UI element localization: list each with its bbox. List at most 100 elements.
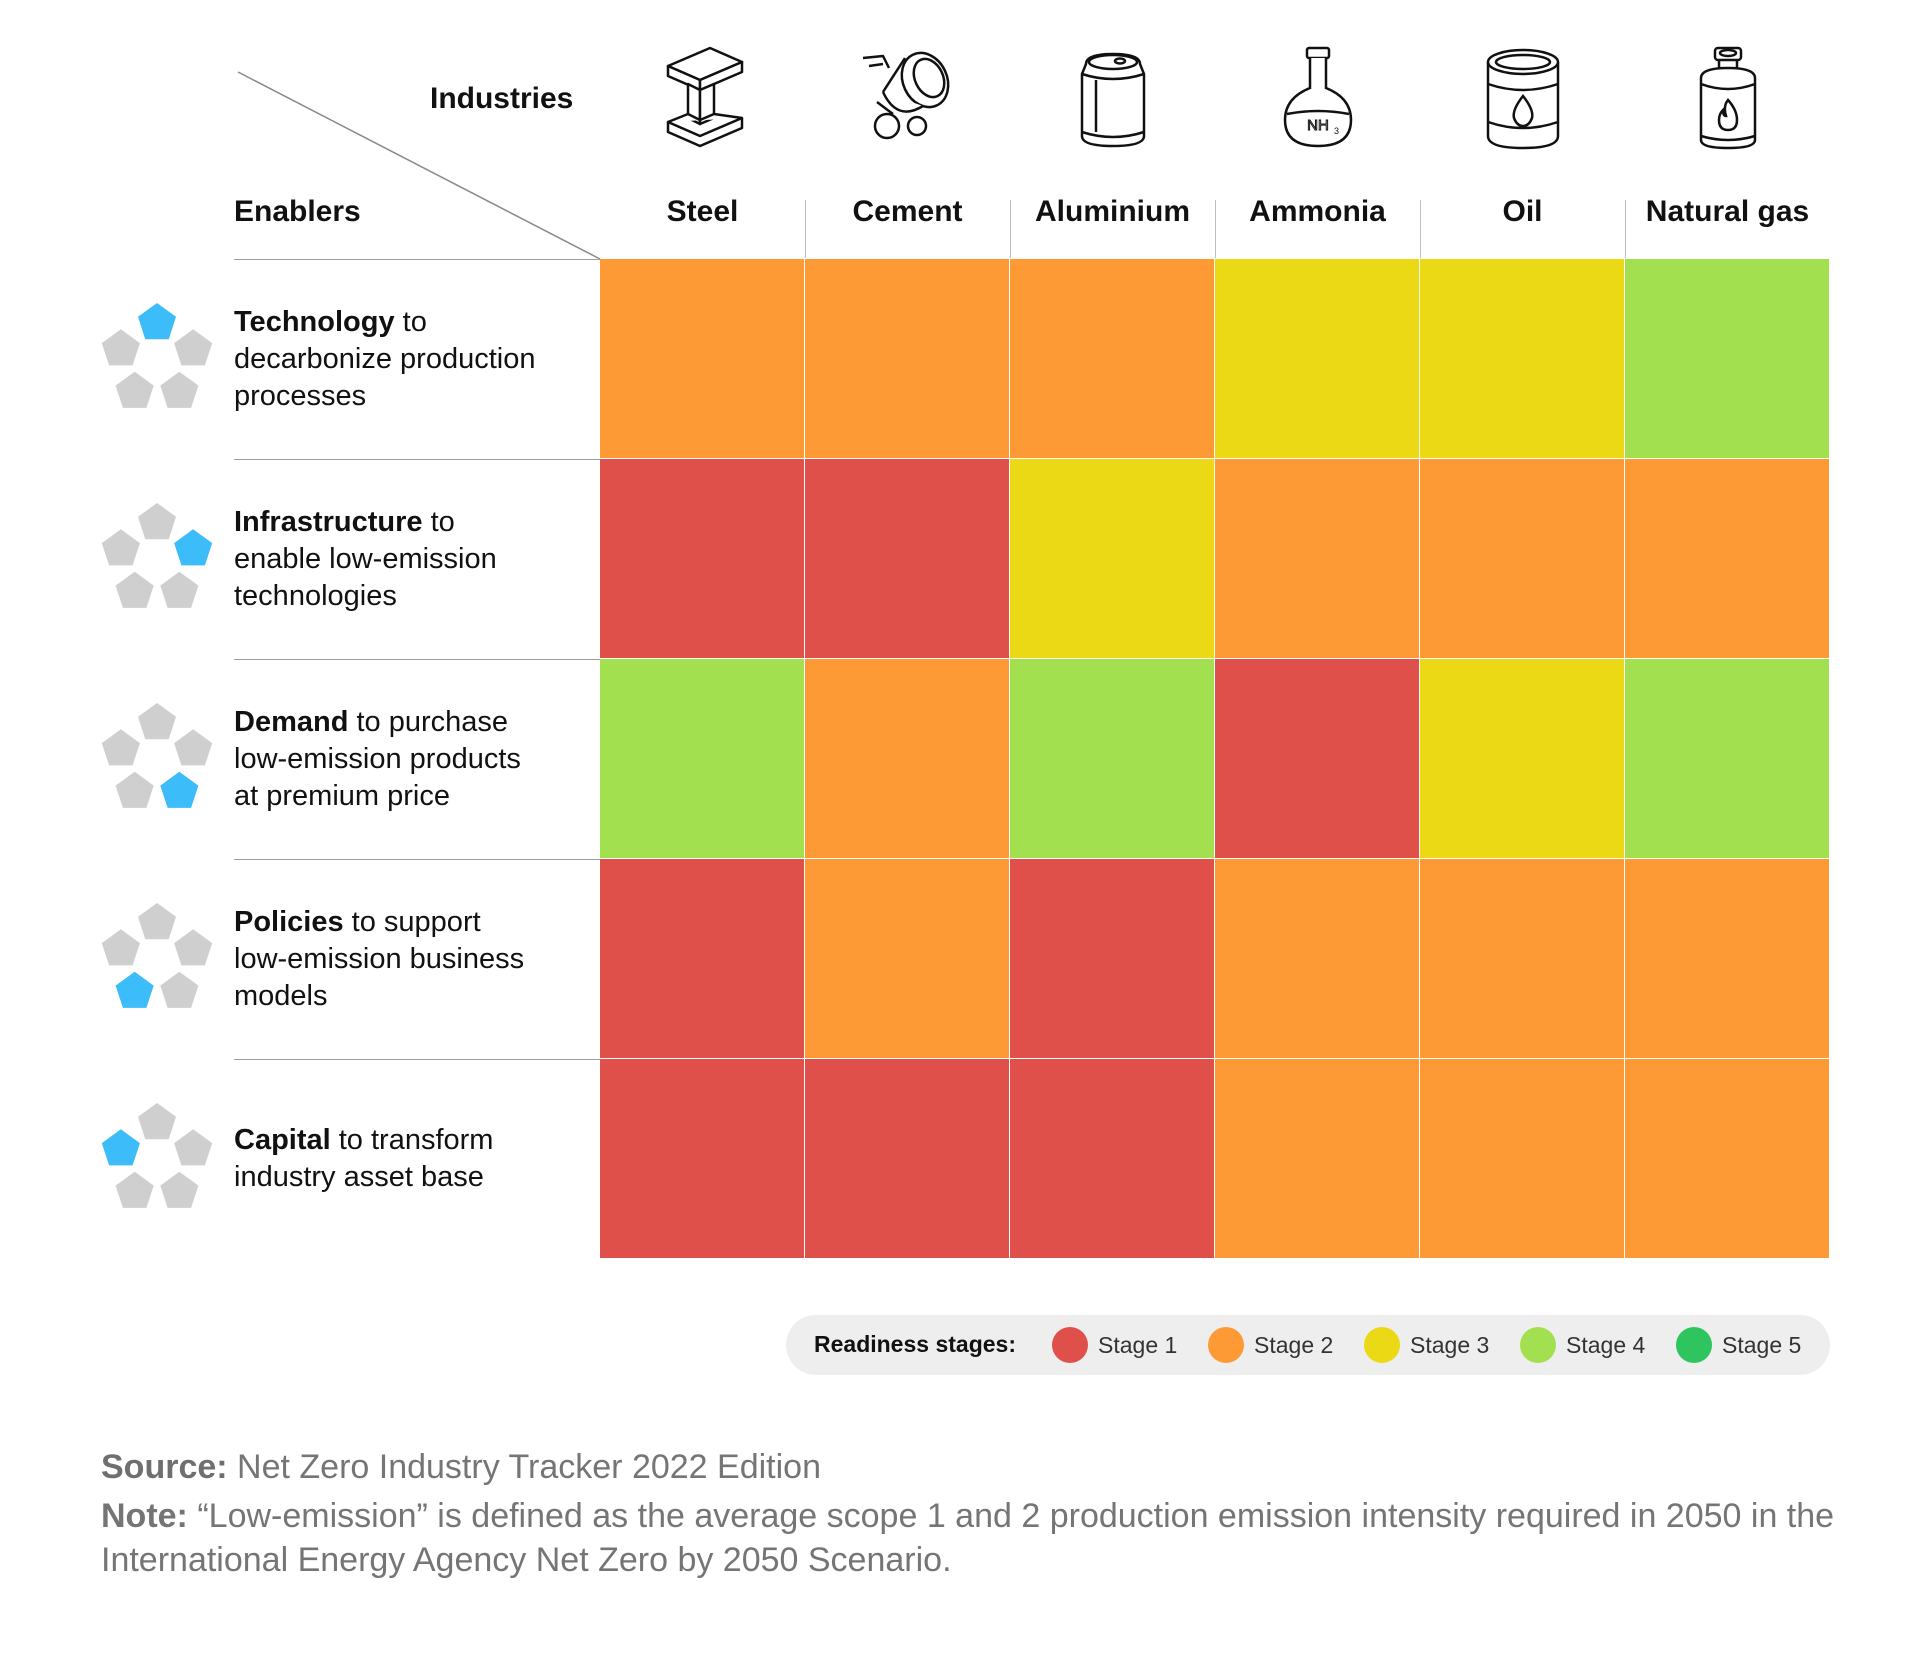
enabler-name: Infrastructure bbox=[234, 505, 423, 538]
column-label: Natural gas bbox=[1645, 195, 1810, 228]
row-divider bbox=[234, 1059, 600, 1060]
note-text: “Low-emission” is defined as the average… bbox=[101, 1497, 1835, 1579]
enabler-label: Infrastructure to enable low-emission tech… bbox=[234, 504, 594, 615]
enabler-purpose: to support bbox=[343, 905, 481, 938]
header-diagonal-line bbox=[237, 71, 601, 260]
heatmap-cell bbox=[805, 659, 1010, 859]
heatmap-cell bbox=[805, 859, 1010, 1059]
heatmap-cell bbox=[1625, 1059, 1830, 1259]
heatmap-cell bbox=[1625, 259, 1830, 459]
enabler-pentagon-icon bbox=[98, 900, 216, 1018]
enabler-label: Policies to support low-emission business… bbox=[234, 904, 594, 1015]
heatmap-cell bbox=[1420, 859, 1625, 1059]
column-header: Cement bbox=[805, 0, 1010, 258]
enabler-purpose: to bbox=[422, 505, 455, 538]
legend-label: Stage 3 bbox=[1410, 1332, 1490, 1358]
heatmap-cell bbox=[600, 659, 805, 859]
column-header: Oil bbox=[1420, 0, 1625, 258]
svg-text:3: 3 bbox=[1334, 126, 1339, 136]
steel-beam-icon bbox=[648, 44, 758, 154]
enabler-description-line: industry asset base bbox=[234, 1161, 484, 1193]
source-text: Net Zero Industry Tracker 2022 Edition bbox=[227, 1448, 821, 1486]
enabler-purpose: to bbox=[394, 305, 427, 338]
legend: Readiness stages: Stage 1 Stage 2 Stage 3 S… bbox=[786, 1315, 1830, 1375]
enabler-pentagon-icon bbox=[98, 1100, 216, 1218]
legend-swatch bbox=[1520, 1327, 1556, 1363]
heatmap-cell bbox=[1420, 659, 1625, 859]
heatmap-cell bbox=[1420, 459, 1625, 659]
heatmap-cell bbox=[805, 1059, 1010, 1259]
enabler-name: Technology bbox=[234, 305, 395, 338]
column-divider bbox=[1625, 200, 1626, 258]
enablers-axis-label: Enablers bbox=[234, 195, 361, 228]
enabler-purpose: to transform bbox=[330, 1124, 494, 1156]
heatmap-cell bbox=[1420, 1059, 1625, 1259]
heatmap-grid bbox=[600, 259, 1830, 1259]
heatmap-cell bbox=[805, 259, 1010, 459]
heatmap-cell bbox=[1010, 459, 1215, 659]
heatmap-cell bbox=[805, 459, 1010, 659]
aluminium-can-icon bbox=[1058, 44, 1168, 154]
enabler-description-line: decarbonize production bbox=[234, 342, 536, 375]
legend-label: Stage 5 bbox=[1722, 1332, 1802, 1358]
enabler-description-line: processes bbox=[234, 379, 367, 412]
enabler-description-line: low-emission products bbox=[234, 742, 521, 775]
cement-mixer-icon bbox=[853, 44, 963, 154]
enabler-description-line: models bbox=[234, 979, 328, 1012]
column-header: Steel bbox=[600, 0, 805, 258]
enabler-name: Capital bbox=[234, 1124, 331, 1156]
column-label: Oil bbox=[1502, 195, 1543, 228]
heatmap-cell bbox=[600, 259, 805, 459]
legend-swatch bbox=[1676, 1327, 1712, 1363]
heatmap-cell bbox=[1010, 659, 1215, 859]
column-divider bbox=[1420, 200, 1421, 258]
enabler-description-line: at premium price bbox=[234, 779, 450, 812]
enabler-label: Demand to purchase low-emission products a… bbox=[234, 704, 594, 815]
heatmap-cell bbox=[1215, 859, 1420, 1059]
legend-label: Stage 1 bbox=[1098, 1332, 1178, 1358]
column-label: Cement bbox=[852, 195, 963, 228]
heatmap-cell bbox=[1420, 259, 1625, 459]
source-label: Source: bbox=[101, 1448, 228, 1486]
enabler-purpose: to purchase bbox=[348, 705, 509, 738]
enabler-pentagon-icon bbox=[98, 500, 216, 618]
oil-barrel-icon bbox=[1468, 44, 1578, 154]
enabler-name: Demand bbox=[234, 705, 349, 738]
heatmap-cell bbox=[1625, 859, 1830, 1059]
heatmap-cell bbox=[1010, 859, 1215, 1059]
industries-axis-label: Industries bbox=[430, 82, 574, 115]
heatmap-cell bbox=[600, 1059, 805, 1259]
source-line: Source: Net Zero Industry Tracker 2022 E… bbox=[101, 1448, 821, 1487]
heatmap-cell bbox=[1215, 459, 1420, 659]
enabler-description-line: low-emission business bbox=[234, 942, 525, 975]
column-label: Aluminium bbox=[1035, 195, 1190, 228]
row-divider bbox=[234, 259, 600, 260]
legend-swatch bbox=[1208, 1327, 1244, 1363]
heatmap-cell bbox=[600, 859, 805, 1059]
legend-swatch bbox=[1364, 1327, 1400, 1363]
enabler-name: Policies bbox=[234, 905, 344, 938]
column-header: Natural gas bbox=[1625, 0, 1830, 258]
heatmap-cell bbox=[1625, 459, 1830, 659]
enabler-label: Technology to decarbonize production proce… bbox=[234, 304, 594, 415]
legend-label: Stage 2 bbox=[1254, 1332, 1334, 1358]
enabler-pentagon-icon bbox=[98, 700, 216, 818]
column-divider bbox=[1010, 200, 1011, 258]
legend-label: Stage 4 bbox=[1566, 1332, 1646, 1358]
note-label: Note: bbox=[101, 1497, 188, 1535]
row-divider bbox=[234, 659, 600, 660]
note-block: Note: “Low-emission” is defined as the a… bbox=[101, 1494, 1841, 1582]
row-divider bbox=[234, 859, 600, 860]
legend-swatch bbox=[1052, 1327, 1088, 1363]
ammonia-flask-icon: NH 3 bbox=[1263, 44, 1373, 154]
heatmap-cell bbox=[1010, 1059, 1215, 1259]
enabler-label: Capital to transform industry asset base bbox=[234, 1122, 594, 1196]
enabler-description-line: enable low-emission bbox=[234, 542, 497, 575]
enabler-description-line: technologies bbox=[234, 579, 397, 612]
heatmap-cell bbox=[1215, 659, 1420, 859]
heatmap-cell bbox=[1010, 259, 1215, 459]
heatmap-cell bbox=[600, 459, 805, 659]
enabler-pentagon-icon bbox=[98, 300, 216, 418]
column-header: NH 3 Ammonia bbox=[1215, 0, 1420, 258]
gas-cylinder-icon bbox=[1673, 44, 1783, 154]
